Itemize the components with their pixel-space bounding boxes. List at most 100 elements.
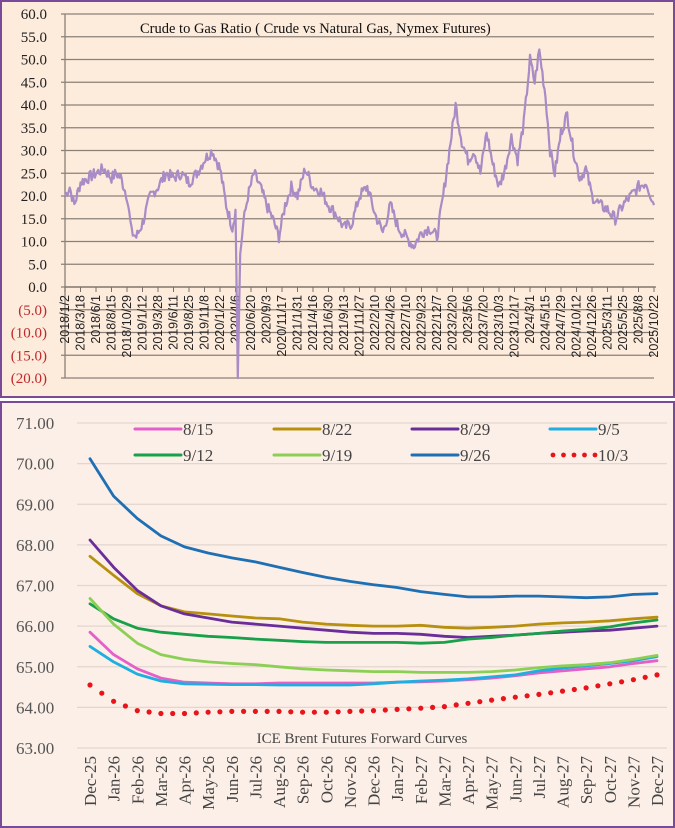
x-tick-label: Jul-27 xyxy=(530,756,549,799)
x-tick-label: May-26 xyxy=(199,756,218,810)
data-point-10-3 xyxy=(595,683,601,689)
data-point-10-3 xyxy=(489,697,495,703)
x-tick-label: May-27 xyxy=(483,756,502,810)
x-tick-label: 2018/6/1 xyxy=(89,295,103,344)
data-point-10-3 xyxy=(323,709,329,715)
y-tick-label: 20.0 xyxy=(21,189,47,205)
y-tick-label: 65.00 xyxy=(16,658,54,677)
x-tick-label: 2024/12/26 xyxy=(585,295,599,358)
legend-item-10-3: 10/3 xyxy=(550,446,628,465)
x-axis-tick-labels: Dec-25 Jan-26 Feb-26 Mar-26 Apr-26 May-26 Jun-… xyxy=(81,756,667,810)
x-tick-label: Jun-27 xyxy=(506,756,525,803)
x-tick-label: 2024/3/1 xyxy=(523,295,537,344)
x-tick-label: Oct-27 xyxy=(601,756,620,804)
y-tick-label: 71.00 xyxy=(16,414,54,433)
data-point-10-3 xyxy=(300,709,306,715)
x-tick-label: 2025/10/22 xyxy=(647,295,661,358)
series-line-10-3 xyxy=(87,672,660,717)
legend-item-9-5: 9/5 xyxy=(548,420,620,439)
y-axis-ticks: 71.00 70.00 69.00 68.00 67.00 66.00 65.00 64.00… xyxy=(16,414,54,758)
chart-title: ICE Brent Futures Forward Curves xyxy=(257,731,468,747)
x-tick-label: Jan-27 xyxy=(388,756,407,802)
x-tick-label: 2020/9/3 xyxy=(260,295,274,344)
x-tick-label: Nov-27 xyxy=(624,756,643,808)
y-tick-label: 15.0 xyxy=(21,212,47,228)
x-tick-label: 2020/4/6 xyxy=(229,295,243,344)
data-point-10-3 xyxy=(453,702,459,708)
data-point-10-3 xyxy=(122,703,128,709)
data-point-10-3 xyxy=(642,674,648,680)
series-layer xyxy=(63,48,656,380)
x-tick-label: 2020/11/17 xyxy=(275,295,289,357)
x-tick-label: Mar-27 xyxy=(435,756,454,807)
legend-label: 9/12 xyxy=(183,446,213,465)
data-point-10-3 xyxy=(571,686,577,693)
y-tick-label: 5.0 xyxy=(28,257,47,273)
x-tick-label: 2024/10/12 xyxy=(570,295,584,358)
y-tick-label: (10.0) xyxy=(11,326,47,342)
x-tick-label: Apr-27 xyxy=(459,756,478,805)
y-tick-label: 10.0 xyxy=(21,235,47,251)
x-tick-label: 2025/8/8 xyxy=(632,295,646,344)
data-point-10-3 xyxy=(418,705,424,711)
legend-label: 9/5 xyxy=(598,420,620,439)
data-point-10-3 xyxy=(441,704,447,710)
data-point-10-3 xyxy=(607,681,613,687)
data-point-10-3 xyxy=(264,708,270,714)
y-tick-label: 25.0 xyxy=(21,166,47,182)
x-tick-label: Aug-26 xyxy=(270,756,289,808)
data-point-10-3 xyxy=(335,709,341,715)
x-tick-label: 2018/10/29 xyxy=(120,295,134,358)
y-tick-label: 40.0 xyxy=(21,98,47,114)
x-tick-label: Apr-26 xyxy=(176,756,195,805)
legend-item-8-22: 8/22 xyxy=(272,420,352,439)
data-point-10-3 xyxy=(99,690,105,696)
x-tick-label: Sep-26 xyxy=(294,756,313,804)
legend-swatch-dot xyxy=(561,452,566,458)
y-tick-label: 70.00 xyxy=(16,455,54,474)
x-tick-label: Dec-25 xyxy=(81,756,100,806)
x-tick-label: Jul-26 xyxy=(246,756,265,799)
data-point-10-3 xyxy=(583,685,589,691)
x-tick-label: 2020/6/20 xyxy=(244,295,258,351)
y-tick-label: 35.0 xyxy=(21,121,47,137)
data-point-10-3 xyxy=(134,708,140,714)
data-point-10-3 xyxy=(181,710,188,717)
data-point-10-3 xyxy=(241,708,247,714)
x-tick-label: 2022/9/23 xyxy=(415,295,429,351)
legend-swatch-dot xyxy=(550,452,556,458)
x-tick-label: Sep-27 xyxy=(577,756,596,805)
x-tick-label: 2024/5/15 xyxy=(539,295,553,351)
legend-label: 8/15 xyxy=(183,420,213,439)
data-point-10-3 xyxy=(87,682,93,688)
data-point-10-3 xyxy=(559,688,566,694)
x-tick-label: 2022/4/26 xyxy=(384,295,398,351)
legend-swatch-dot xyxy=(582,452,587,458)
data-point-10-3 xyxy=(146,709,152,715)
legend-item-8-29: 8/29 xyxy=(410,420,490,439)
x-tick-label: 2018/8/15 xyxy=(105,295,119,351)
x-tick-label: 2022/2/10 xyxy=(368,295,382,351)
y-tick-label: 45.0 xyxy=(21,75,47,91)
data-point-10-3 xyxy=(311,709,317,715)
x-tick-label: 2021/1/31 xyxy=(291,295,305,351)
x-tick-label: 2019/6/11 xyxy=(167,295,181,350)
x-tick-label: Aug-27 xyxy=(554,756,573,808)
x-tick-label: 2021/4/16 xyxy=(306,295,320,351)
series-layer xyxy=(87,457,660,717)
legend: 8/15 8/22 8/29 9/5 9/12 9/19 9/26 10/3 xyxy=(133,420,628,465)
data-point-10-3 xyxy=(252,708,258,714)
series-line-9-26 xyxy=(88,457,659,600)
x-tick-label: 2019/1/12 xyxy=(136,295,150,351)
y-axis-ticks: 60.0 55.0 50.0 45.0 40.0 35.0 30.0 25.0 20.0 15.0… xyxy=(11,7,47,387)
y-tick-label: (5.0) xyxy=(18,303,47,319)
data-point-10-3 xyxy=(524,693,530,699)
data-point-10-3 xyxy=(619,679,625,685)
x-tick-label: Mar-26 xyxy=(152,756,171,807)
crude-to-gas-ratio-chart: 60.0 55.0 50.0 45.0 40.0 35.0 30.0 25.0 20.0 15.0… xyxy=(11,7,661,387)
data-point-10-3 xyxy=(477,699,483,705)
y-tick-label: 64.00 xyxy=(16,698,54,717)
y-tick-label: 69.00 xyxy=(16,495,54,514)
series-line-9-12 xyxy=(88,602,659,645)
crude-to-gas-ratio-panel: 60.0 55.0 50.0 45.0 40.0 35.0 30.0 25.0 20.0 15.0… xyxy=(0,0,675,398)
